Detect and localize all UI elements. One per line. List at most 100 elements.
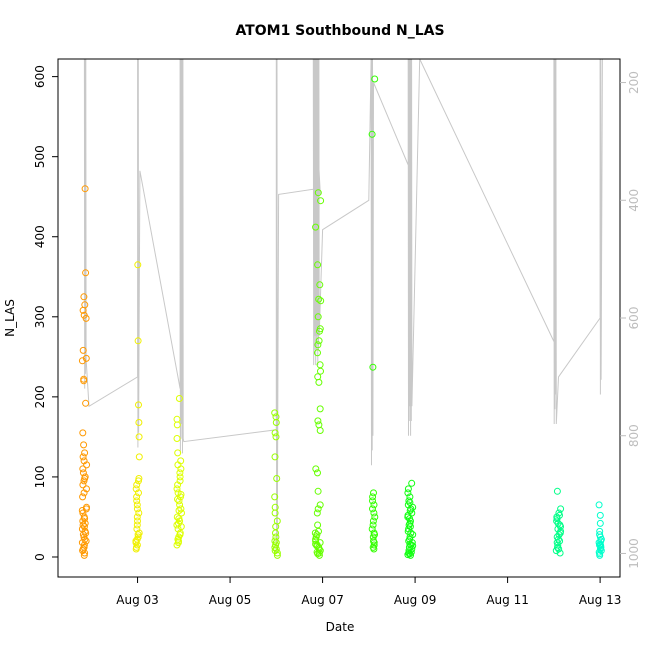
- data-point: [176, 477, 184, 485]
- data-point: [409, 531, 417, 539]
- data-point: [173, 435, 181, 442]
- data-point: [135, 453, 143, 461]
- data-point: [317, 297, 325, 305]
- data-point: [406, 493, 414, 501]
- data-point: [596, 519, 604, 527]
- x-axis-label: Date: [326, 620, 355, 634]
- data-point: [313, 509, 321, 517]
- data-point: [133, 493, 141, 501]
- data-point: [83, 485, 90, 493]
- data-point: [175, 515, 183, 523]
- data-point: [314, 469, 321, 477]
- data-point: [135, 509, 143, 517]
- data-point: [314, 189, 322, 197]
- data-point: [176, 469, 184, 477]
- data-point: [312, 223, 320, 231]
- data-point: [80, 551, 88, 559]
- data-point: [369, 497, 376, 505]
- data-point: [81, 473, 89, 481]
- data-point: [553, 487, 561, 495]
- data-point: [82, 269, 90, 277]
- y-tick-label: 500: [33, 145, 47, 168]
- data-point: [408, 479, 416, 487]
- data-point: [405, 497, 413, 505]
- data-point: [135, 419, 143, 426]
- data-point: [272, 533, 280, 541]
- data-point: [271, 537, 279, 545]
- data-point: [369, 505, 376, 513]
- data-point: [135, 475, 143, 482]
- data-point: [368, 130, 376, 138]
- data-point: [173, 415, 181, 423]
- data-point: [134, 337, 142, 345]
- data-point: [315, 527, 322, 535]
- data-point: [133, 481, 141, 489]
- data-point: [80, 543, 88, 551]
- data-point: [371, 75, 379, 83]
- data-point: [79, 346, 87, 354]
- data-point: [81, 449, 89, 457]
- data-point: [79, 481, 87, 489]
- data-point: [135, 489, 142, 497]
- data-point: [273, 517, 281, 525]
- data-point: [316, 501, 324, 509]
- y-axis: 0 100 200 300 400 500 600: [33, 65, 58, 561]
- data-point: [596, 527, 604, 535]
- x-axis: Aug 03 Aug 05 Aug 07 Aug 09 Aug 11 Aug 13: [116, 577, 621, 607]
- data-point: [132, 485, 140, 493]
- data-point: [317, 197, 325, 205]
- x-tick-label: Aug 07: [301, 593, 344, 607]
- data-point: [80, 441, 88, 449]
- data-point: [370, 541, 378, 549]
- data-point: [271, 429, 279, 437]
- data-point: [312, 540, 320, 548]
- data-point: [80, 293, 88, 301]
- data-point: [316, 325, 324, 333]
- data-point: [79, 521, 87, 529]
- data-point: [173, 485, 181, 493]
- data-point: [314, 261, 322, 269]
- data-point: [80, 513, 88, 521]
- x-tick-label: Aug 13: [579, 593, 622, 607]
- data-point: [369, 493, 377, 501]
- data-point: [271, 409, 279, 417]
- data-point: [595, 548, 603, 556]
- data-point: [80, 457, 88, 465]
- data-point: [79, 465, 87, 473]
- data-point: [135, 477, 142, 485]
- data-point: [133, 501, 141, 509]
- data-points: [78, 75, 605, 559]
- data-point: [134, 517, 141, 525]
- data-point: [271, 453, 279, 461]
- data-point: [79, 453, 87, 461]
- data-point: [79, 469, 87, 477]
- data-point: [315, 337, 323, 345]
- x-tick-label: Aug 05: [209, 593, 252, 607]
- data-point: [81, 519, 89, 527]
- data-point: [135, 401, 142, 409]
- data-point: [272, 433, 280, 441]
- depth-trace-line: [83, 58, 603, 554]
- data-point: [177, 457, 185, 465]
- data-point: [80, 375, 88, 383]
- data-point: [316, 281, 324, 289]
- data-point: [312, 465, 320, 473]
- data-point: [370, 489, 377, 497]
- data-point: [370, 529, 378, 537]
- data-point: [370, 501, 378, 509]
- data-point: [133, 525, 141, 533]
- data-point: [369, 363, 377, 371]
- data-point: [371, 513, 379, 521]
- data-point: [557, 505, 565, 513]
- data-point: [316, 539, 324, 547]
- data-point: [368, 525, 376, 533]
- data-point: [79, 429, 87, 437]
- data-point: [133, 521, 141, 529]
- data-point: [79, 493, 87, 501]
- data-point: [80, 311, 88, 319]
- right-tick-label: 800: [627, 424, 641, 447]
- data-point: [315, 421, 323, 429]
- data-point: [556, 549, 564, 557]
- data-point: [176, 473, 184, 481]
